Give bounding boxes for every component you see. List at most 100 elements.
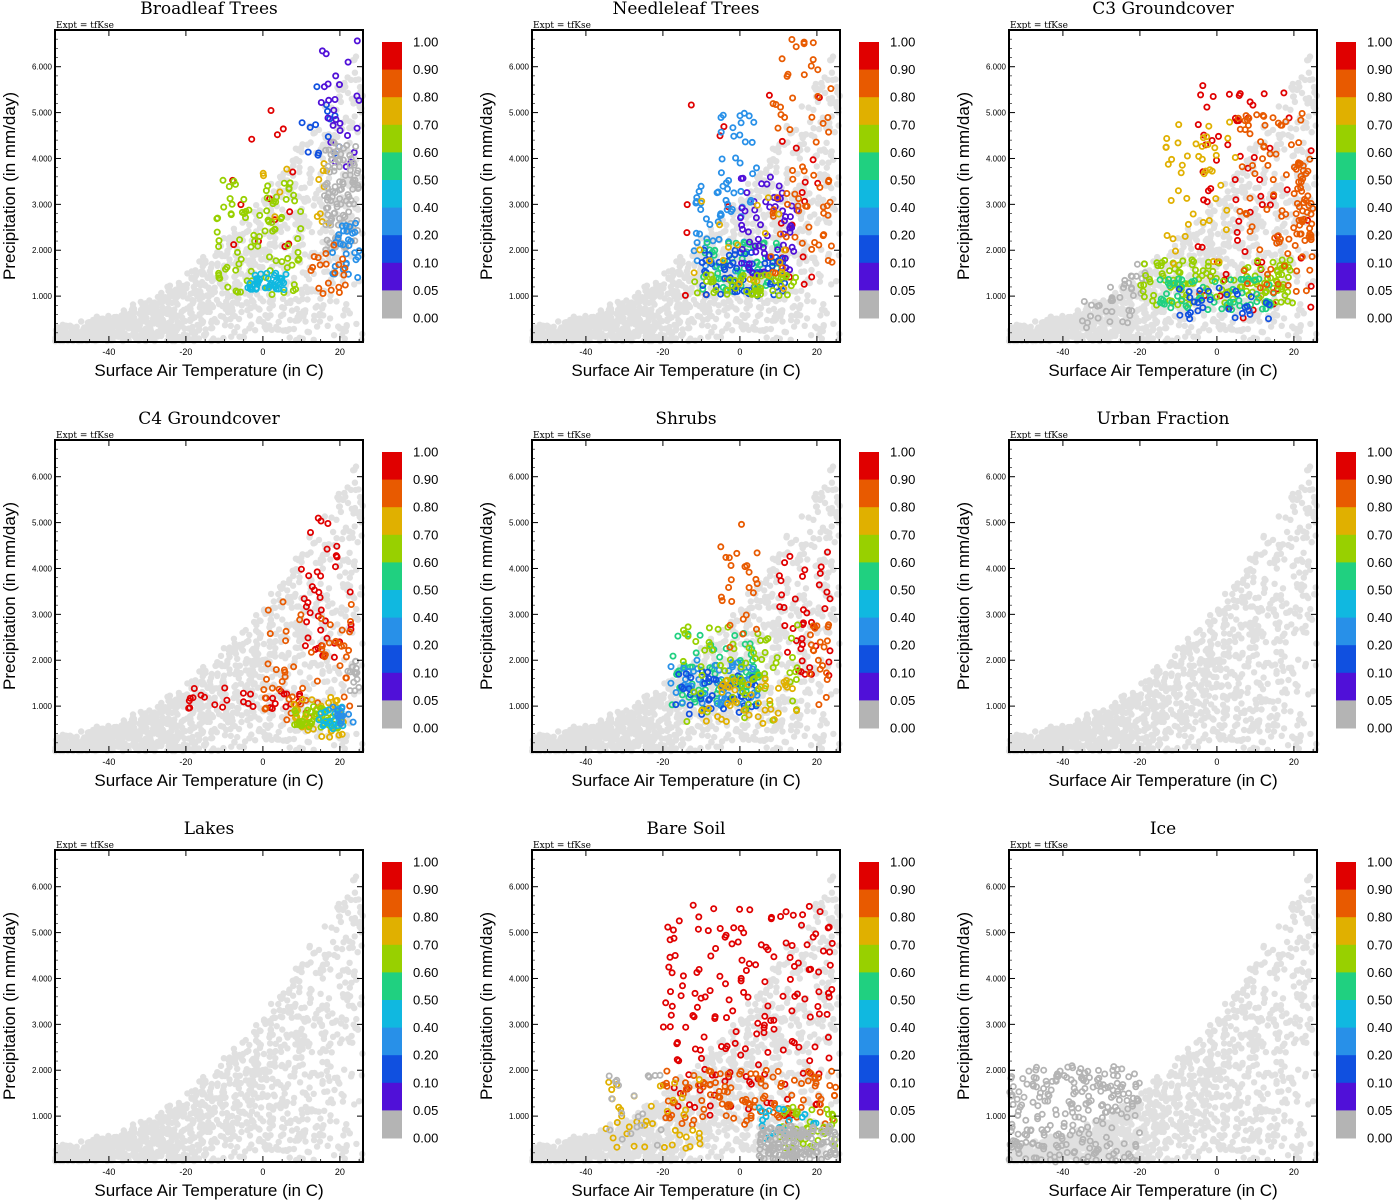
background-point xyxy=(824,76,832,84)
background-point xyxy=(725,321,732,328)
background-point xyxy=(661,270,668,277)
background-point xyxy=(635,331,642,338)
background-point xyxy=(125,325,132,332)
colorbar-label: 0.60 xyxy=(890,145,915,160)
background-point xyxy=(833,278,840,285)
y-tick-label: 2.000 xyxy=(32,246,53,255)
background-point xyxy=(644,330,651,337)
background-point xyxy=(1239,189,1246,196)
background-point xyxy=(226,256,233,263)
background-point xyxy=(835,252,843,259)
background-point xyxy=(1095,330,1103,337)
background-point xyxy=(301,198,308,205)
background-point xyxy=(330,332,338,339)
background-point xyxy=(823,164,830,171)
background-point xyxy=(745,326,752,334)
background-point xyxy=(777,308,784,315)
background-point xyxy=(139,312,147,319)
background-point xyxy=(1145,287,1153,294)
background-point xyxy=(1032,318,1039,325)
background-point xyxy=(247,304,255,312)
background-point xyxy=(300,308,307,315)
background-point xyxy=(723,312,731,319)
background-point xyxy=(752,180,759,188)
background-point xyxy=(566,328,573,335)
background-point xyxy=(1203,251,1210,258)
background-point xyxy=(1280,315,1288,322)
background-point xyxy=(78,318,85,325)
y-tick-label: 2.000 xyxy=(509,246,530,255)
background-point xyxy=(180,306,187,314)
background-point xyxy=(292,145,300,152)
background-point xyxy=(1281,146,1288,153)
background-point xyxy=(1269,126,1277,134)
background-point xyxy=(673,321,680,328)
colorbar-label: 1.00 xyxy=(413,35,438,50)
background-point xyxy=(299,295,306,303)
background-point xyxy=(270,188,277,195)
background-point xyxy=(1222,326,1230,334)
background-point xyxy=(1277,140,1285,147)
background-point xyxy=(646,309,653,316)
background-point xyxy=(1066,315,1073,322)
background-point xyxy=(555,318,562,325)
background-point xyxy=(201,332,208,340)
colorbar-label: 0.80 xyxy=(413,90,438,105)
background-point xyxy=(342,114,350,121)
background-point xyxy=(213,296,221,304)
background-point xyxy=(310,202,317,209)
background-point xyxy=(306,220,313,227)
background-point xyxy=(798,287,805,294)
background-point xyxy=(1293,278,1301,285)
background-point xyxy=(633,299,641,306)
background-point xyxy=(104,324,111,331)
background-point xyxy=(660,281,668,288)
background-point xyxy=(1305,113,1312,120)
panel-title: C3 Groundcover xyxy=(1092,0,1234,19)
background-point xyxy=(205,298,212,306)
background-point xyxy=(317,229,324,236)
background-point xyxy=(652,279,660,287)
background-point xyxy=(326,315,334,322)
background-point xyxy=(606,304,614,311)
background-point xyxy=(253,202,260,209)
colorbar-swatch xyxy=(859,207,879,236)
background-point xyxy=(801,322,808,329)
y-tick-label: 6.000 xyxy=(32,63,53,72)
background-point xyxy=(715,308,722,316)
background-point xyxy=(1181,322,1189,329)
background-point xyxy=(816,171,824,178)
background-point xyxy=(724,304,732,312)
colorbar-swatch xyxy=(382,262,402,291)
background-point xyxy=(597,315,604,322)
background-point xyxy=(115,323,123,331)
background-point xyxy=(263,326,270,333)
background-point xyxy=(268,326,275,334)
background-point xyxy=(344,307,351,314)
background-point xyxy=(1190,333,1197,340)
background-point xyxy=(237,270,245,277)
background-point xyxy=(1226,235,1233,242)
background-point xyxy=(173,292,180,299)
background-point xyxy=(304,141,311,148)
background-point xyxy=(659,317,666,325)
background-point xyxy=(650,292,657,299)
background-point xyxy=(775,148,782,156)
background-point xyxy=(1285,131,1292,139)
background-point xyxy=(220,334,227,342)
background-point xyxy=(679,306,686,313)
background-point xyxy=(1058,324,1065,331)
background-point xyxy=(110,330,117,337)
background-point xyxy=(322,227,329,235)
background-point xyxy=(810,298,817,305)
background-point xyxy=(793,318,801,325)
background-point xyxy=(823,218,830,226)
background-point xyxy=(158,331,165,338)
background-point xyxy=(331,131,338,139)
background-point xyxy=(1297,301,1304,308)
background-point xyxy=(175,279,183,287)
colorbar-swatch xyxy=(382,180,402,209)
background-point xyxy=(819,83,826,91)
y-tick-label: 5.000 xyxy=(32,109,53,118)
background-point xyxy=(563,334,570,341)
